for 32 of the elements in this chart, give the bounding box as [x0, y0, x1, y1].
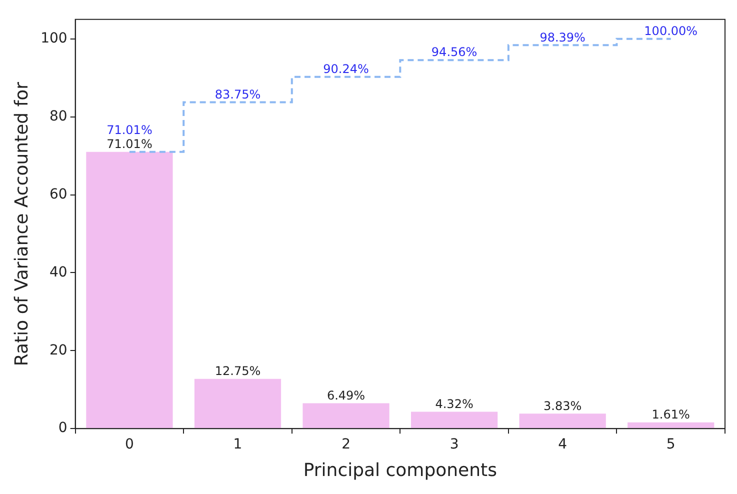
y-tick-label: 80 — [49, 108, 68, 124]
x-tick-label: 5 — [666, 436, 676, 453]
x-tick-label: 2 — [342, 436, 350, 453]
bar — [302, 403, 390, 428]
data-label: 90.24% — [323, 62, 369, 76]
x-tick-label: 4 — [558, 436, 568, 453]
data-label: 3.83% — [544, 398, 582, 413]
x-tick-label: 3 — [450, 436, 459, 453]
data-label: 71.01% — [106, 122, 152, 137]
data-label: 1.61% — [652, 407, 690, 422]
x-tick-label: 0 — [125, 436, 134, 453]
y-tick-label: 20 — [49, 342, 68, 358]
bar — [519, 414, 606, 428]
y-tick-label: 100 — [40, 30, 68, 47]
data-label: 12.75% — [214, 364, 261, 378]
y-tick-label: 60 — [49, 186, 68, 202]
data-label: 4.32% — [435, 396, 474, 411]
data-label: 94.56% — [431, 45, 478, 60]
y-axis-title: Ratio of Variance Accounted for — [11, 81, 32, 366]
x-axis-title: Principal components — [303, 460, 497, 481]
data-label: 100.00% — [644, 24, 698, 38]
bar — [410, 412, 498, 428]
data-label: 6.49% — [326, 388, 366, 402]
y-tick-label: 0 — [58, 420, 68, 436]
bar — [628, 422, 714, 428]
y-tick-label: 40 — [49, 264, 68, 280]
data-label: 71.01% — [106, 136, 152, 151]
x-tick-label: 1 — [233, 436, 242, 453]
data-label: 83.75% — [214, 87, 261, 102]
data-label: 98.39% — [540, 30, 586, 44]
bar — [194, 378, 282, 428]
bar — [86, 152, 173, 428]
